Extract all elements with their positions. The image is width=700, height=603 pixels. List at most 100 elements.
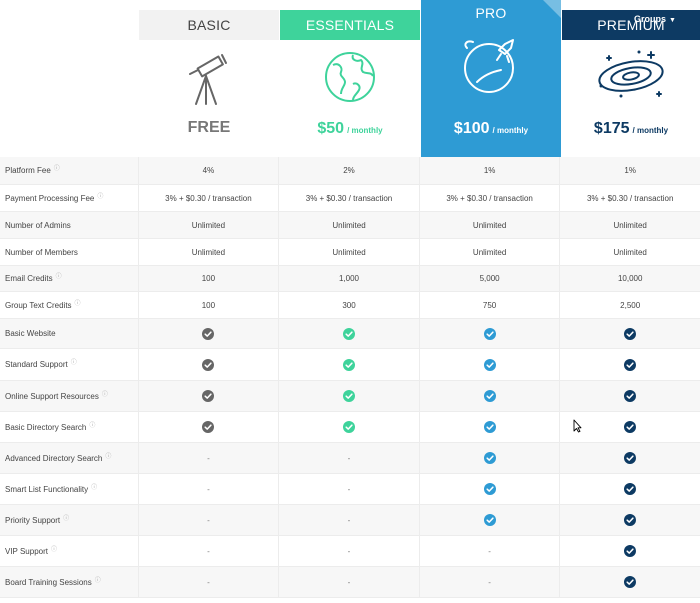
plan-name: BASIC — [139, 10, 279, 40]
plan-price: FREE — [139, 119, 279, 137]
feature-value-pro — [420, 443, 561, 473]
feature-label-cell: Smart List Functionality ⓘ — [0, 474, 139, 504]
check-circle-icon — [483, 327, 496, 340]
value-text: 100 — [201, 300, 216, 310]
feature-value-essentials: - — [279, 505, 420, 535]
feature-value-premium — [560, 536, 700, 566]
info-icon[interactable]: ⓘ — [97, 193, 104, 200]
value-text: - — [207, 546, 210, 556]
value-text: - — [488, 577, 491, 587]
feature-value-basic: Unlimited — [139, 212, 280, 238]
feature-value-pro: 1% — [420, 157, 561, 184]
info-icon[interactable]: ⓘ — [55, 274, 62, 280]
feature-value-premium: Unlimited — [560, 239, 700, 265]
feature-value-basic: - — [139, 536, 280, 566]
feature-value-essentials — [279, 349, 420, 380]
value-text: - — [207, 577, 210, 587]
feature-table: Platform Fee ⓘ 4% 2% 1% 1% Payment Processing … — [0, 157, 700, 598]
price-amount: FREE — [187, 119, 231, 136]
feature-row: Board Training Sessions ⓘ - - - — [0, 567, 700, 598]
feature-label-cell: Number of Members — [0, 239, 139, 265]
info-icon[interactable]: ⓘ — [105, 453, 112, 460]
check-circle-icon — [624, 390, 637, 402]
feature-value-basic: - — [139, 505, 280, 535]
info-icon[interactable]: ⓘ — [63, 515, 70, 522]
feature-label-cell: Online Support Resources ⓘ — [0, 381, 139, 411]
check-circle-icon — [624, 514, 637, 526]
feature-value-essentials: 3% + $0.30 / transaction — [279, 185, 420, 211]
feature-value-basic: - — [139, 474, 280, 504]
feature-row: Priority Support ⓘ - - — [0, 505, 700, 536]
value-text: - — [207, 484, 210, 494]
feature-value-basic — [139, 412, 280, 442]
check-circle-icon — [483, 483, 496, 495]
feature-label: Platform Fee — [5, 166, 51, 175]
check-circle-icon — [624, 327, 637, 340]
check-circle-icon — [343, 421, 355, 433]
feature-value-premium — [560, 505, 700, 535]
feature-label-cell: Standard Support ⓘ — [0, 349, 139, 380]
feature-value-basic: 100 — [139, 266, 280, 291]
value-text: 2% — [343, 166, 355, 175]
feature-value-pro: 750 — [420, 292, 561, 318]
info-icon[interactable]: ⓘ — [74, 300, 81, 307]
feature-label-cell: Advanced Directory Search ⓘ — [0, 443, 139, 473]
feature-row: Number of Members Unlimited Unlimited Unlim… — [0, 239, 700, 266]
plan-name: PREMIUM — [562, 10, 700, 40]
feature-label: Advanced Directory Search — [5, 453, 103, 463]
info-icon[interactable]: ⓘ — [94, 577, 101, 584]
info-icon[interactable]: ⓘ — [51, 546, 58, 553]
value-text: - — [347, 546, 351, 556]
feature-value-pro — [420, 319, 561, 348]
feature-value-essentials: - — [279, 474, 420, 504]
value-text: - — [488, 546, 491, 556]
feature-value-essentials: - — [279, 443, 420, 473]
info-icon[interactable]: ⓘ — [101, 391, 108, 398]
feature-value-essentials: 300 — [279, 292, 420, 318]
value-text: 1% — [483, 166, 496, 175]
value-text: 3% + $0.30 / transaction — [446, 193, 533, 203]
value-text: 300 — [342, 300, 356, 310]
check-circle-icon — [202, 327, 215, 340]
feature-value-basic: 100 — [139, 292, 280, 318]
feature-row: Online Support Resources ⓘ — [0, 381, 700, 412]
value-text: 5,000 — [479, 274, 500, 283]
feature-row: Advanced Directory Search ⓘ - - — [0, 443, 700, 474]
feature-value-premium — [560, 349, 700, 380]
feature-value-premium — [560, 381, 700, 411]
feature-value-basic — [139, 349, 280, 380]
feature-label: Smart List Functionality — [5, 484, 89, 494]
feature-value-essentials: Unlimited — [279, 212, 420, 238]
check-circle-icon — [624, 358, 637, 371]
check-circle-icon — [624, 421, 637, 433]
feature-value-basic: - — [139, 443, 280, 473]
feature-value-premium: 1% — [560, 157, 700, 184]
info-icon[interactable]: ⓘ — [53, 166, 60, 172]
check-circle-icon — [483, 358, 496, 371]
value-text: 1,000 — [338, 274, 360, 283]
value-text: Unlimited — [613, 247, 647, 257]
check-circle-icon — [483, 452, 496, 464]
groups-menu[interactable]: Groups ▼ — [634, 14, 676, 24]
plan-pro-header: PRO $100/ monthly — [421, 0, 561, 157]
feature-column-header — [0, 0, 138, 157]
info-icon[interactable]: ⓘ — [91, 484, 98, 491]
feature-label-cell: VIP Support ⓘ — [0, 536, 139, 566]
feature-value-premium — [560, 319, 700, 348]
value-text: 4% — [202, 166, 215, 175]
check-circle-icon — [202, 421, 215, 433]
feature-label-cell: Priority Support ⓘ — [0, 505, 139, 535]
check-circle-icon — [343, 358, 355, 371]
value-text: Unlimited — [332, 220, 366, 230]
check-circle-icon — [343, 390, 355, 402]
feature-value-premium: Unlimited — [560, 212, 700, 238]
check-circle-icon — [202, 390, 215, 402]
check-circle-icon — [624, 452, 637, 464]
value-text: Unlimited — [472, 220, 507, 230]
feature-label: Basic Website — [5, 329, 56, 338]
feature-label-cell: Basic Directory Search ⓘ — [0, 412, 139, 442]
info-icon[interactable]: ⓘ — [70, 360, 77, 366]
info-icon[interactable]: ⓘ — [89, 422, 96, 429]
value-text: Unlimited — [191, 220, 226, 230]
feature-label: Group Text Credits — [5, 300, 72, 310]
